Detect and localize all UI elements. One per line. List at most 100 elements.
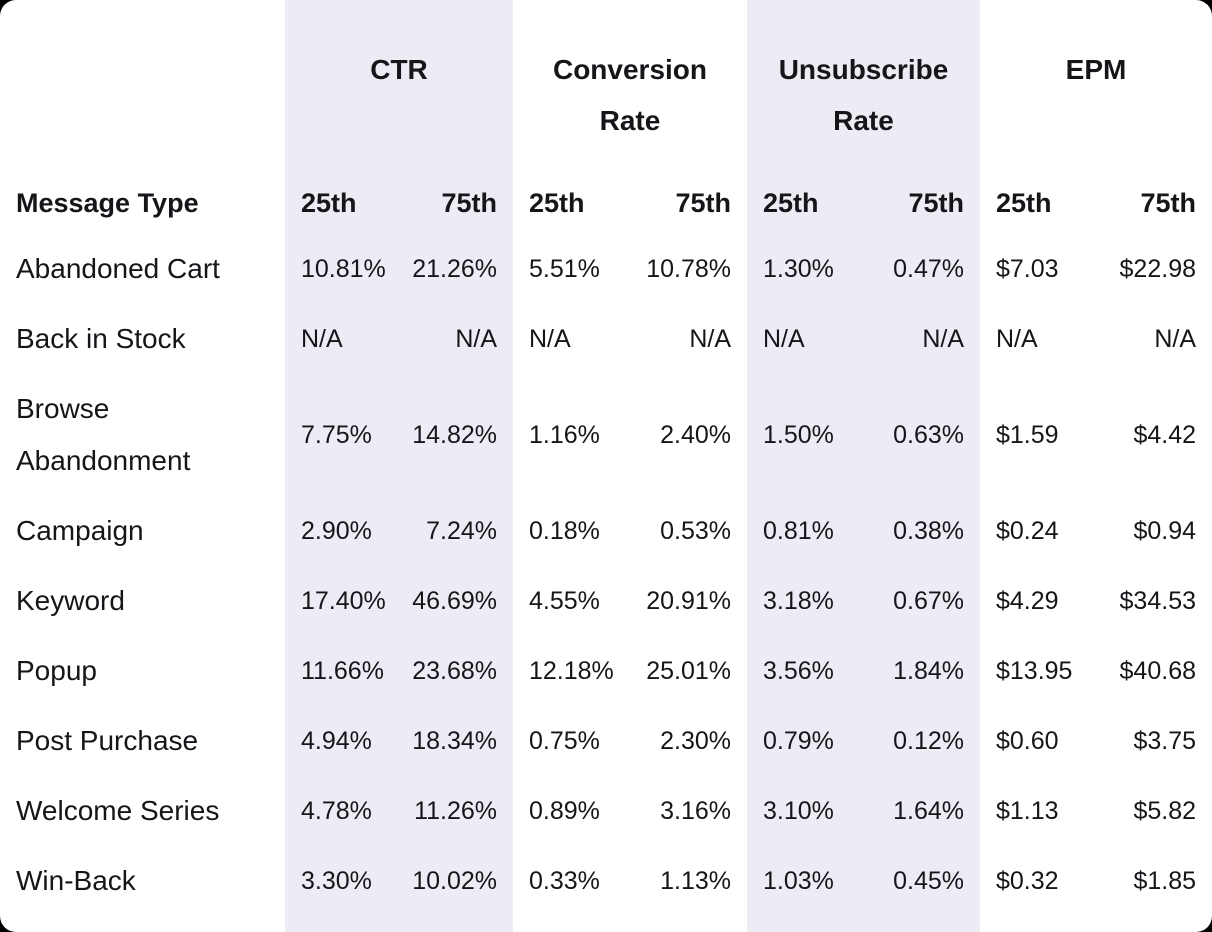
cell-conversion-rate: 1.16% 2.40% xyxy=(513,374,747,496)
value-ctr-75th: 11.26% xyxy=(414,796,497,825)
cell-conversion-rate: 12.18% 25.01% xyxy=(513,636,747,706)
value-unsubscribe-rate-25th: 3.56% xyxy=(763,656,834,685)
cell-ctr: 17.40% 46.69% xyxy=(285,566,513,636)
value-conversion-rate-75th: 0.53% xyxy=(660,516,731,545)
value-epm-75th: $22.98 xyxy=(1119,254,1196,283)
cell-ctr: 3.30% 10.02% xyxy=(285,846,513,916)
value-epm-75th: $3.75 xyxy=(1133,726,1196,755)
value-unsubscribe-rate-75th: 0.47% xyxy=(893,254,964,283)
row-label-message-type: Back in Stock xyxy=(0,304,285,374)
subheader-unsubscribe-rate: 25th 75th xyxy=(747,172,980,234)
value-conversion-rate-75th: 25.01% xyxy=(646,656,731,685)
cell-ctr: 11.66% 23.68% xyxy=(285,636,513,706)
message-type-text: Win-Back xyxy=(16,865,136,896)
cell-unsubscribe-rate: 1.30% 0.47% xyxy=(747,234,980,304)
value-epm-75th: $34.53 xyxy=(1119,586,1196,615)
cell-conversion-rate: N/A N/A xyxy=(513,304,747,374)
cell-unsubscribe-rate: 3.18% 0.67% xyxy=(747,566,980,636)
value-ctr-25th: 10.81% xyxy=(301,254,386,283)
cell-epm: $0.32 $1.85 xyxy=(980,846,1212,916)
value-ctr-75th: 18.34% xyxy=(412,726,497,755)
row-header-message-type: Message Type xyxy=(0,172,285,234)
value-unsubscribe-rate-75th: 0.12% xyxy=(893,726,964,755)
value-ctr-75th: 10.02% xyxy=(412,866,497,895)
subheader-ctr: 25th 75th xyxy=(285,172,513,234)
value-unsubscribe-rate-75th: 1.64% xyxy=(893,796,964,825)
value-ctr-25th: 4.94% xyxy=(301,726,372,755)
value-conversion-rate-75th: 20.91% xyxy=(646,586,731,615)
row-header-label: Message Type xyxy=(16,187,199,218)
value-conversion-rate-75th: N/A xyxy=(689,324,731,353)
column-group-label-epm: EPM xyxy=(1065,54,1127,85)
value-conversion-rate-75th: 2.40% xyxy=(660,420,731,449)
cell-conversion-rate: 0.33% 1.13% xyxy=(513,846,747,916)
row-label-message-type: Post Purchase xyxy=(0,706,285,776)
message-type-text: Campaign xyxy=(16,515,144,546)
cell-ctr: 7.75% 14.82% xyxy=(285,374,513,496)
value-conversion-rate-75th: 1.13% xyxy=(660,866,731,895)
cell-epm: $13.95 $40.68 xyxy=(980,636,1212,706)
cell-conversion-rate: 0.18% 0.53% xyxy=(513,496,747,566)
cell-epm: $0.60 $3.75 xyxy=(980,706,1212,776)
column-group-epm: EPM xyxy=(980,0,1212,172)
value-ctr-75th: N/A xyxy=(455,324,497,353)
value-unsubscribe-rate-25th: 3.18% xyxy=(763,586,834,615)
value-ctr-25th: 11.66% xyxy=(301,656,384,685)
unsubscribe-rate-highlight-band xyxy=(747,0,980,932)
subheader-ctr-25th: 25th xyxy=(301,187,357,218)
subheader-epm: 25th 75th xyxy=(980,172,1212,234)
value-conversion-rate-75th: 2.30% xyxy=(660,726,731,755)
row-label-message-type: Browse Abandonment xyxy=(0,374,285,496)
cell-epm: $1.13 $5.82 xyxy=(980,776,1212,846)
value-conversion-rate-25th: 5.51% xyxy=(529,254,600,283)
cell-ctr: 2.90% 7.24% xyxy=(285,496,513,566)
value-conversion-rate-25th: 4.55% xyxy=(529,586,600,615)
message-type-text: Browse Abandonment xyxy=(16,393,191,476)
ctr-highlight-band xyxy=(285,0,513,932)
value-unsubscribe-rate-75th: N/A xyxy=(922,324,964,353)
value-ctr-25th: 2.90% xyxy=(301,516,372,545)
value-conversion-rate-25th: 0.75% xyxy=(529,726,600,755)
value-unsubscribe-rate-75th: 1.84% xyxy=(893,656,964,685)
value-ctr-75th: 21.26% xyxy=(412,254,497,283)
column-group-label-ctr: CTR xyxy=(370,54,428,85)
column-group-conversion-rate: Conversion Rate xyxy=(513,0,747,172)
value-conversion-rate-75th: 3.16% xyxy=(660,796,731,825)
cell-epm: $0.24 $0.94 xyxy=(980,496,1212,566)
message-type-text: Keyword xyxy=(16,585,125,616)
cell-epm: N/A N/A xyxy=(980,304,1212,374)
row-label-message-type: Campaign xyxy=(0,496,285,566)
cell-unsubscribe-rate: 1.50% 0.63% xyxy=(747,374,980,496)
column-group-label-unsubscribe-rate: Unsubscribe Rate xyxy=(778,54,949,136)
value-epm-25th: $13.95 xyxy=(996,656,1073,685)
cell-epm: $4.29 $34.53 xyxy=(980,566,1212,636)
value-epm-75th: $0.94 xyxy=(1133,516,1196,545)
value-epm-75th: N/A xyxy=(1154,324,1196,353)
value-ctr-75th: 46.69% xyxy=(412,586,497,615)
subheader-conversion-75th: 75th xyxy=(675,187,731,218)
value-epm-25th: $1.13 xyxy=(996,796,1059,825)
row-label-message-type: Abandoned Cart xyxy=(0,234,285,304)
value-unsubscribe-rate-75th: 0.45% xyxy=(893,866,964,895)
row-label-message-type: Keyword xyxy=(0,566,285,636)
subheader-conversion-25th: 25th xyxy=(529,187,585,218)
subheader-unsubscribe-75th: 75th xyxy=(908,187,964,218)
value-ctr-25th: 4.78% xyxy=(301,796,372,825)
cell-ctr: 10.81% 21.26% xyxy=(285,234,513,304)
row-label-message-type: Popup xyxy=(0,636,285,706)
cell-conversion-rate: 5.51% 10.78% xyxy=(513,234,747,304)
value-conversion-rate-25th: 1.16% xyxy=(529,420,600,449)
value-unsubscribe-rate-25th: 1.50% xyxy=(763,420,834,449)
value-epm-75th: $4.42 xyxy=(1133,420,1196,449)
column-group-ctr: CTR xyxy=(285,0,513,172)
value-epm-75th: $5.82 xyxy=(1133,796,1196,825)
cell-unsubscribe-rate: 0.81% 0.38% xyxy=(747,496,980,566)
column-group-unsubscribe-rate: Unsubscribe Rate xyxy=(747,0,980,172)
value-epm-75th: $40.68 xyxy=(1119,656,1196,685)
value-conversion-rate-25th: N/A xyxy=(529,324,571,353)
cell-unsubscribe-rate: 3.10% 1.64% xyxy=(747,776,980,846)
value-conversion-rate-25th: 0.89% xyxy=(529,796,600,825)
value-epm-75th: $1.85 xyxy=(1133,866,1196,895)
message-type-text: Abandoned Cart xyxy=(16,253,220,284)
